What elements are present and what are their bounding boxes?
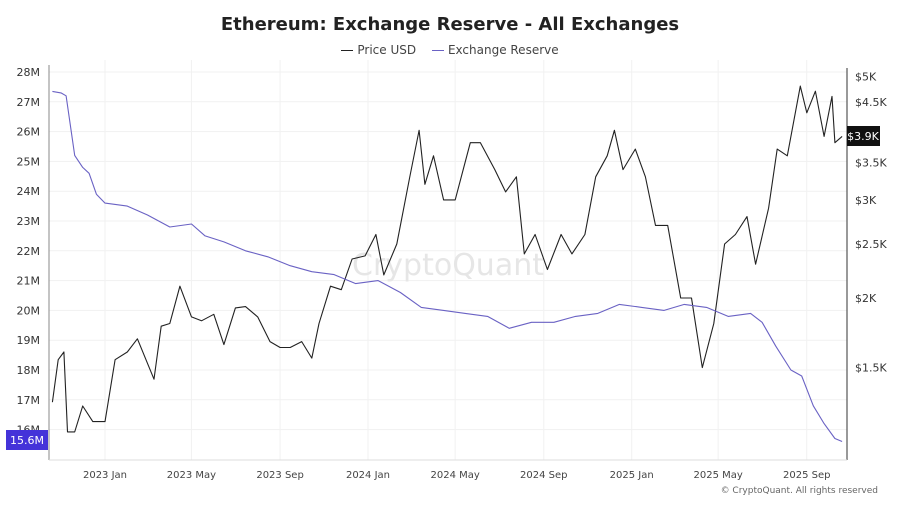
x-tick-label: 2024 Jan [346,470,390,481]
watermark-logo: CryptoQuant [352,248,544,283]
legend-label: Price USD [357,43,417,57]
left-tick-label: 21M [17,275,41,288]
right-tick-label: $4.5K [855,96,887,109]
left-tick-label: 24M [17,185,41,198]
legend-item-price[interactable]: Price USD [341,43,416,57]
reserve-current-badge [6,430,48,450]
legend-item-reserve[interactable]: Exchange Reserve [431,43,559,57]
left-tick-label: 18M [17,364,41,377]
reserve-current-label: 15.6M [10,434,44,447]
legend: Price USD Exchange Reserve [0,43,900,57]
price-current-badge [847,126,880,146]
x-tick-label: 2025 May [693,470,742,481]
left-tick-label: 22M [17,245,41,258]
right-tick-label: $2.5K [855,238,887,251]
left-tick-label: 23M [17,215,41,228]
left-tick-label: 25M [17,155,41,168]
price-series-line [51,85,843,433]
x-tick-label: 2025 Sep [783,470,830,481]
left-tick-label: 20M [17,304,41,317]
left-tick-label: 17M [17,394,41,407]
left-tick-label: 19M [17,334,41,347]
copyright-footer: © CryptoQuant. All rights reserved [720,486,878,496]
x-tick-label: 2024 Sep [520,470,567,481]
right-tick-label: $2K [855,292,877,305]
left-tick-label: 27M [17,96,41,109]
right-tick-label: $1.5K [855,362,887,375]
price-current-label: $3.9K [847,130,879,143]
reserve-line-swatch-icon [431,50,444,51]
legend-label: Exchange Reserve [447,43,559,57]
right-tick-label: $5K [855,70,877,83]
reserve-series-line [52,90,843,443]
chart-title: Ethereum: Exchange Reserve - All Exchang… [220,14,680,35]
right-tick-label: $3K [855,194,877,207]
x-tick-label: 2023 Jan [83,470,127,481]
left-tick-label: 28M [17,66,41,79]
x-tick-label: 2024 May [431,470,480,481]
left-tick-label: 26M [17,126,41,139]
x-tick-label: 2023 May [167,470,216,481]
x-tick-label: 2023 Sep [256,470,303,481]
price-line-swatch-icon [341,50,354,51]
x-tick-label: 2025 Jan [610,470,654,481]
right-tick-label: $3.5K [855,157,887,170]
